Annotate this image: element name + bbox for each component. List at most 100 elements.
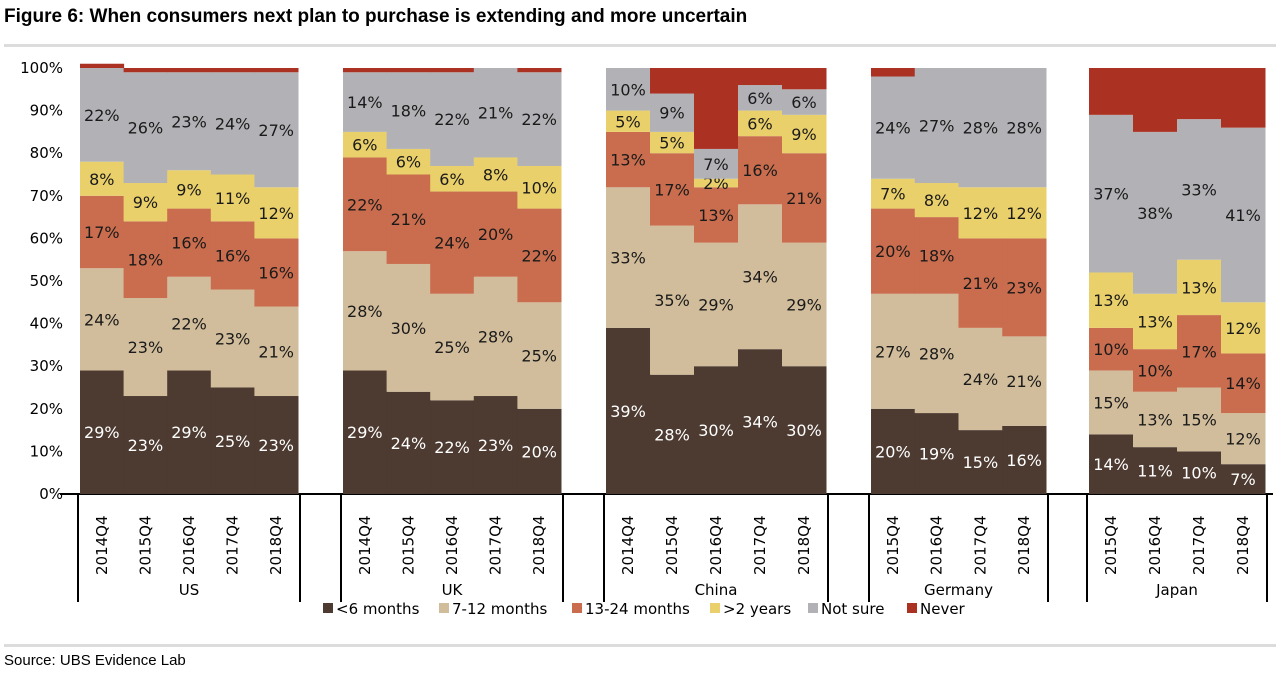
data-label: 13% [1181,278,1217,297]
data-label: 20% [875,442,911,461]
bar-segment-germany-2015Q4-13-24-months [871,208,916,294]
data-label: 33% [610,249,646,268]
bar-segment-germany-2018Q4-7-12-months [1002,336,1047,426]
bar-segment-japan-2018Q4-not-sure [1221,127,1266,303]
data-label: 38% [1137,204,1173,223]
bar-segment-china-2014Q4-not-sure [606,68,651,111]
data-label: 35% [654,291,690,310]
bar-segment-japan-2015Q4-not-sure [1089,114,1134,273]
bar-segment-uk-2016Q4-not-sure [430,72,475,166]
bar-segment-uk-2014Q4-7-12-months [343,251,388,371]
data-label: 13% [1137,312,1173,331]
data-label: 18% [919,246,955,265]
bar-segment-uk-2018Q4-13-24-months [517,208,562,303]
data-label: 6% [439,170,464,189]
bar-segment-us-2016Q4-13-24-months [167,208,212,277]
data-label: 30% [391,319,427,338]
data-label: 29% [347,423,383,442]
bar-segment-us-2018Q4-not-sure [254,72,299,188]
bar-segment-japan-2016Q4-7-12-months [1133,391,1178,448]
data-label: 41% [1225,206,1261,225]
bar-segment-us-2015Q4-6-months [123,396,168,494]
data-label: 15% [1093,393,1129,412]
bar-segment-japan-2018Q4-never [1221,68,1266,128]
bar-segment-us-2016Q4-2-years [167,170,212,209]
legend-label-7-12-months: 7-12 months [452,600,547,618]
data-label: 16% [742,161,778,180]
bar-segment-uk-2017Q4-not-sure [473,68,518,158]
data-label: 11% [215,189,251,208]
bar-segment-us-2017Q4-not-sure [210,72,255,175]
data-label: 7% [703,155,728,174]
y-tick-label: 20% [30,400,63,418]
legend-swatch-not-sure [808,603,818,613]
data-label: 20% [478,225,514,244]
bar-segment-china-2018Q4-7-12-months [782,242,827,367]
bar-segment-germany-2017Q4-13-24-months [958,238,1003,328]
bar-segment-uk-2015Q4-not-sure [386,72,431,149]
y-tick-label: 100% [20,59,63,77]
bar-segment-germany-2015Q4-never [871,68,916,77]
data-label: 23% [171,112,207,131]
data-label: 12% [1225,319,1261,338]
bar-segment-china-2018Q4-13-24-months [782,153,827,243]
x-tick-label: 2018Q4 [267,515,285,575]
data-label: 15% [1181,410,1217,429]
bar-segment-uk-2016Q4-2-years [430,165,475,192]
bar-segment-uk-2015Q4-6-months [386,391,431,494]
bar-segment-uk-2017Q4-6-months [473,396,518,494]
data-label: 6% [747,114,772,133]
group-label-germany: Germany [924,581,993,599]
data-label: 16% [215,246,251,265]
data-label: 30% [786,421,822,440]
bar-segment-us-2014Q4-7-12-months [80,268,125,371]
bar-segment-japan-2015Q4-13-24-months [1089,327,1134,371]
bar-segment-china-2015Q4-not-sure [650,93,695,132]
data-label: 21% [963,274,999,293]
bar-segment-us-2017Q4-6-months [210,387,255,494]
bar-segment-germany-2018Q4-6-months [1002,425,1047,494]
bar-segment-japan-2017Q4-never [1177,68,1222,120]
legend-swatch-7-12-months [439,603,449,613]
bar-segment-us-2015Q4-not-sure [123,72,168,184]
group-label-us: US [179,581,200,599]
bar-segment-uk-2014Q4-13-24-months [343,157,388,252]
data-label: 17% [654,180,690,199]
bar-segment-us-2018Q4-6-months [254,396,299,494]
bar-segment-china-2015Q4-never [650,68,695,94]
data-label: 17% [84,223,120,242]
bar-segment-uk-2018Q4-6-months [517,408,562,494]
data-label: 6% [791,93,816,112]
bar-segment-us-2018Q4-never [254,68,299,73]
data-label: 21% [786,189,822,208]
bar-segment-japan-2017Q4-not-sure [1177,119,1222,260]
legend-label-not-sure: Not sure [821,600,884,618]
data-label: 5% [615,112,640,131]
bar-segment-us-2016Q4-not-sure [167,72,212,171]
data-label: 21% [478,104,514,123]
bar-segment-uk-2015Q4-13-24-months [386,174,431,264]
y-tick-label: 80% [30,144,63,162]
x-tick-label: 2016Q4 [707,515,725,575]
legend-label-never: Never [920,600,966,618]
x-tick-label: 2017Q4 [1190,515,1208,575]
y-tick-label: 30% [30,357,63,375]
data-label: 10% [610,80,646,99]
x-tick-label: 2017Q4 [751,515,769,575]
bar-segment-us-2016Q4-6-months [167,370,212,494]
data-label: 34% [742,413,778,432]
bar-segment-china-2018Q4-2-years [782,114,827,154]
bar-segment-japan-2016Q4-never [1133,68,1178,132]
data-label: 9% [176,180,201,199]
data-label: 22% [84,106,120,125]
x-tick-label: 2015Q4 [399,515,417,575]
data-label: 13% [1137,410,1173,429]
bar-segment-china-2017Q4-7-12-months [738,204,783,350]
bar-segment-uk-2014Q4-2-years [343,131,388,158]
data-label: 28% [919,344,955,363]
legend-label-2-years: >2 years [723,600,791,618]
data-label: 23% [1006,278,1042,297]
data-label: 23% [128,338,164,357]
data-label: 24% [391,434,427,453]
